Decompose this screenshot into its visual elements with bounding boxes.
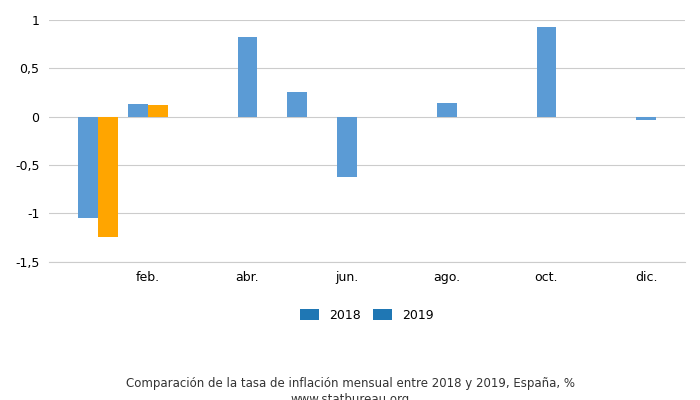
Legend: 2018, 2019: 2018, 2019 [295,304,439,327]
Bar [636,117,656,120]
Bar [437,103,457,117]
Bar [148,105,168,117]
Bar [288,92,307,117]
Bar [536,27,557,117]
Bar [98,117,118,237]
Bar [128,104,148,117]
Text: Comparación de la tasa de inflación mensual entre 2018 y 2019, España, %: Comparación de la tasa de inflación mens… [125,378,575,390]
Bar [337,117,357,176]
Bar [237,37,258,117]
Bar [78,117,98,218]
Text: www.statbureau.org: www.statbureau.org [290,394,410,400]
